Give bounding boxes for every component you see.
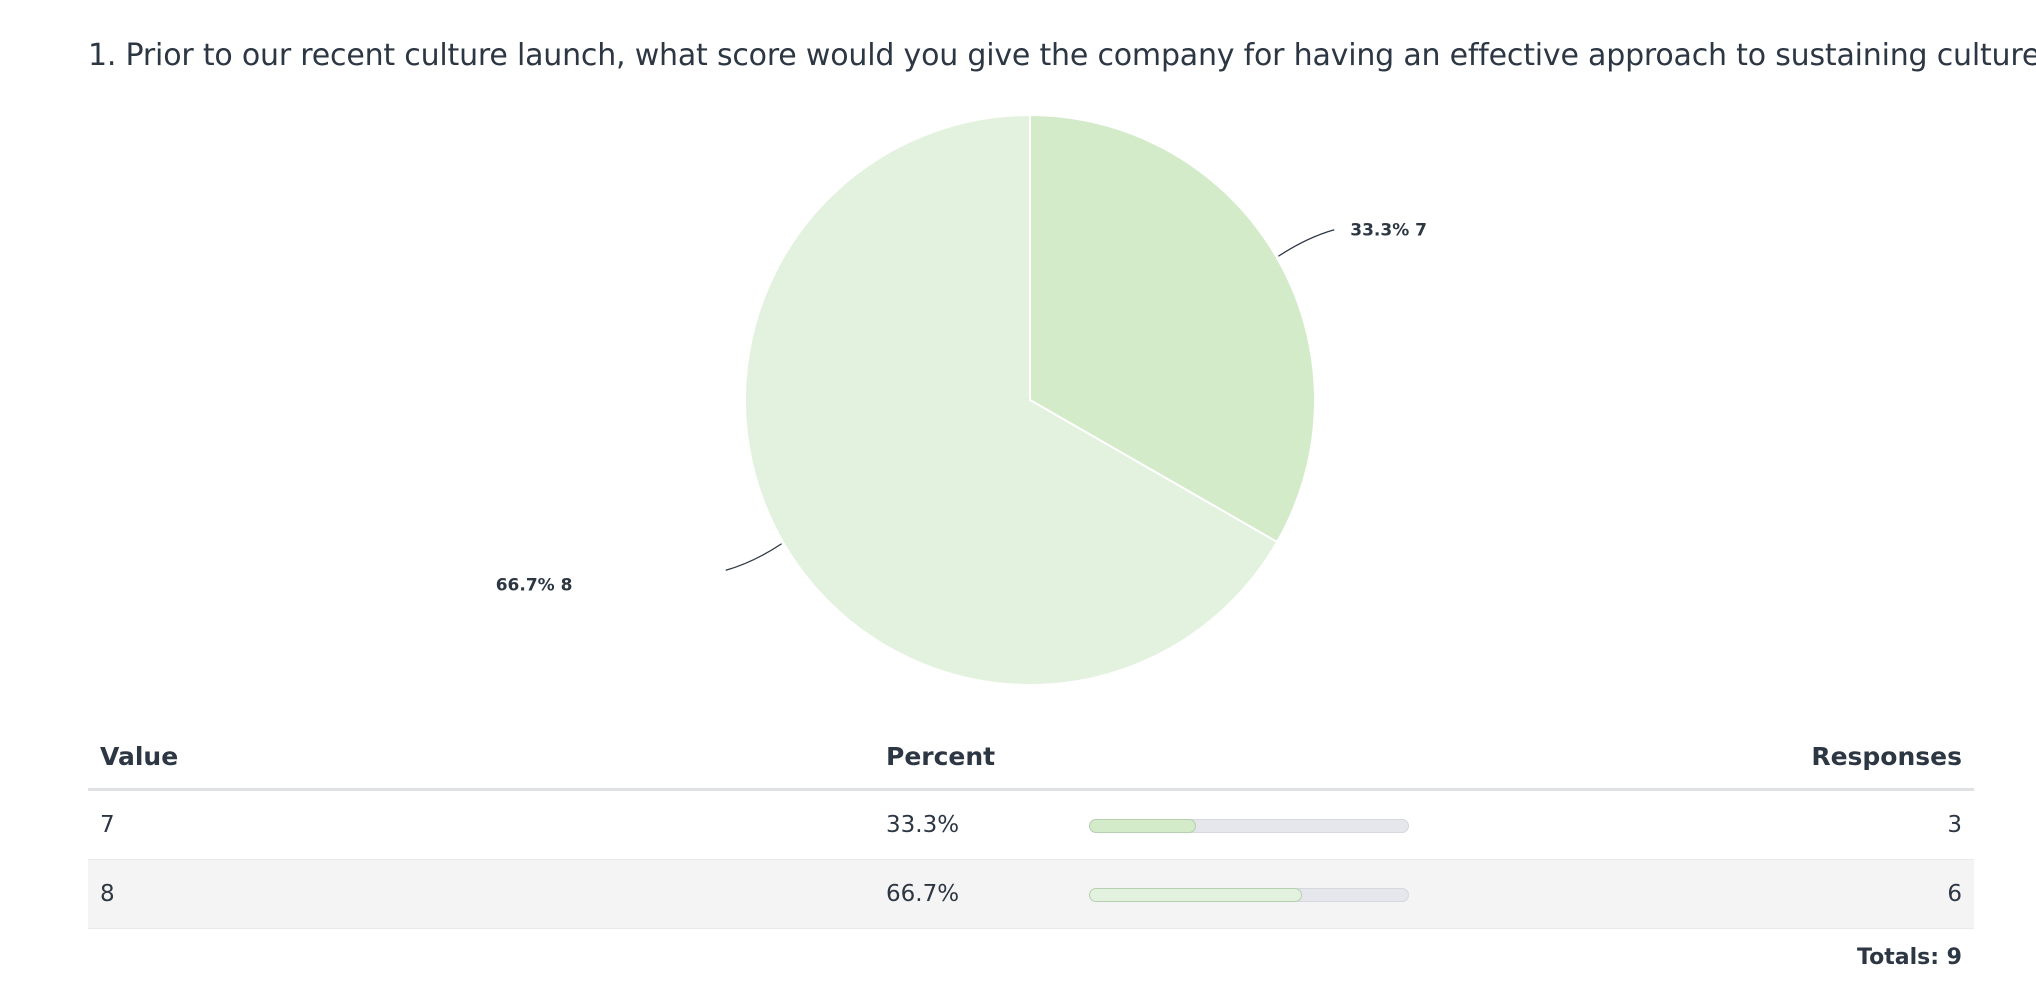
row-value: 8 [100, 881, 115, 907]
question-title: 1. Prior to our recent culture launch, w… [88, 38, 2036, 73]
percent-bar-track [1089, 819, 1409, 833]
row-percent: 66.7% [886, 881, 960, 907]
percent-bar-fill [1089, 888, 1303, 902]
pie-slice-8 [744, 113, 1279, 686]
results-table: Value Percent Responses 7 33.3% 3 8 66.7… [88, 726, 1974, 985]
header-value: Value [100, 742, 179, 771]
percent-bar-fill [1089, 819, 1196, 833]
pie-chart: 33.3% 7 66.7% 8 [496, 113, 1427, 686]
table-row: 8 66.7% 6 [88, 860, 1974, 929]
row-responses: 6 [1947, 881, 1962, 907]
header-percent: Percent [886, 742, 996, 771]
row-responses: 3 [1947, 812, 1962, 838]
pie-leader-line [725, 543, 782, 571]
totals-label: Totals: 9 [1857, 945, 1962, 970]
pie-leader-line [1278, 229, 1335, 257]
table-header: Value Percent Responses [88, 726, 1974, 791]
row-value: 7 [100, 812, 115, 838]
pie-slice-7 [1029, 113, 1316, 544]
percent-bar-track [1089, 888, 1409, 902]
header-responses: Responses [1811, 742, 1962, 771]
totals-row: Totals: 9 [88, 929, 1974, 985]
pie-data-label: 33.3% 7 [1350, 221, 1427, 241]
table-row: 7 33.3% 3 [88, 791, 1974, 860]
row-percent: 33.3% [886, 812, 960, 838]
pie-data-label: 66.7% 8 [496, 575, 573, 595]
